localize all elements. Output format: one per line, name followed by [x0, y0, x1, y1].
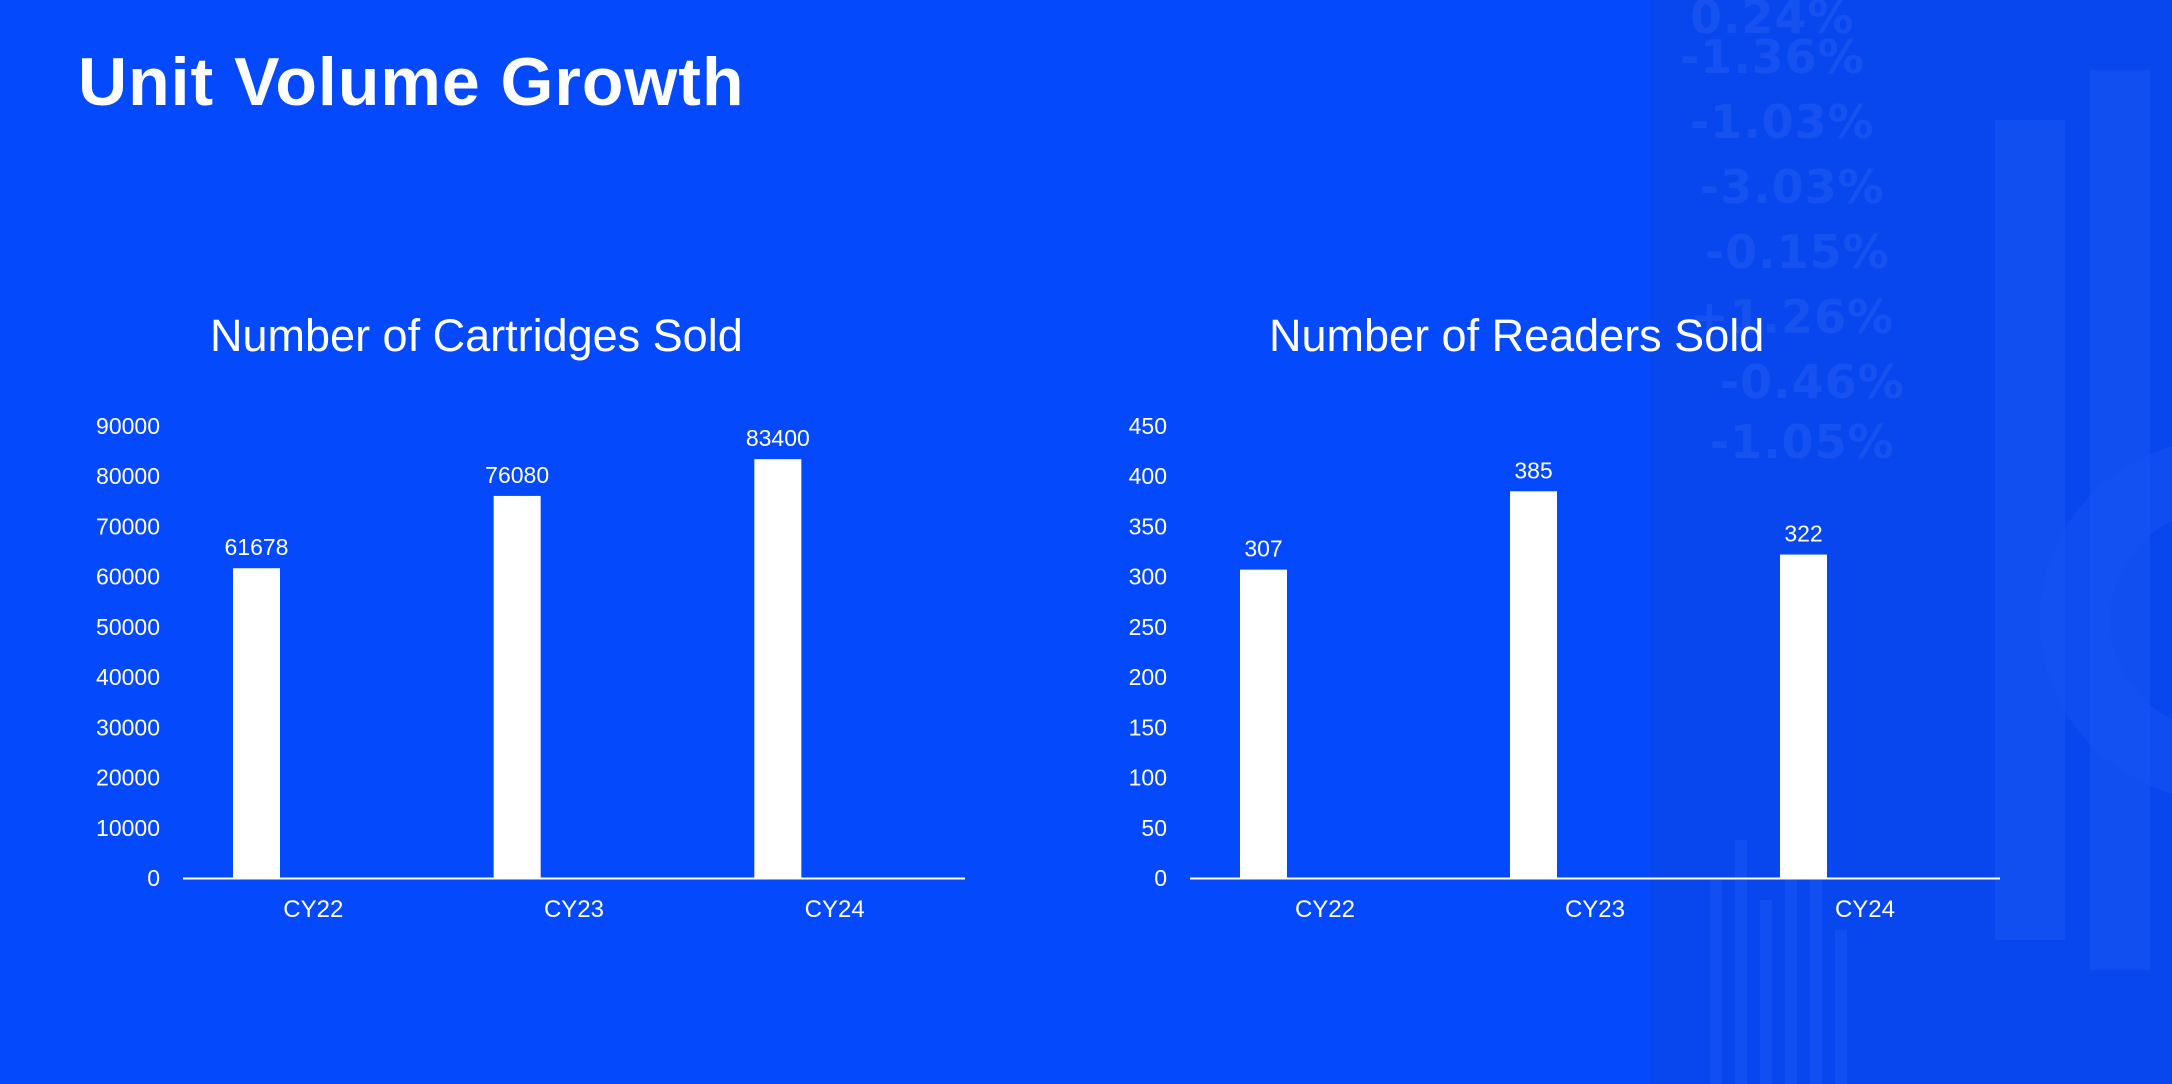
x-tick-label: CY24 [805, 896, 865, 923]
bar-cy24 [754, 459, 802, 878]
data-label: 322 [1784, 521, 1822, 547]
y-tick-label: 50000 [96, 614, 160, 640]
y-tick-label: 250 [1129, 614, 1167, 640]
bar-cy22 [1240, 569, 1287, 878]
y-tick-label: 350 [1129, 513, 1167, 539]
page-title: Unit Volume Growth [78, 44, 745, 120]
y-tick-label: 400 [1129, 463, 1167, 489]
y-tick-label: 40000 [96, 664, 160, 690]
y-tick-label: 0 [1154, 865, 1167, 891]
y-tick-label: 20000 [96, 765, 160, 791]
readers-bar-chart: 0 50 100 150 200 250 300 350 400 450 307 CY22 385 CY2… [1129, 413, 2000, 923]
y-tick-label: 70000 [96, 513, 160, 539]
chart-readers-sold: Number of Readers Sold 0 50 100 150 200 250 30… [1000, 310, 2050, 950]
x-tick-label: CY22 [1295, 896, 1355, 923]
y-tick-label: 60000 [96, 564, 160, 590]
y-tick-label: 150 [1129, 714, 1167, 740]
data-label: 83400 [746, 425, 810, 451]
background-finance-image: 0.24% -1.36% -1.03% -3.03% -0.15% +1.26%… [1650, 0, 2172, 1084]
data-label: 307 [1244, 536, 1282, 562]
x-tick-label: CY24 [1835, 896, 1895, 923]
y-tick-label: 100 [1129, 765, 1167, 791]
data-label: 385 [1514, 457, 1552, 483]
y-tick-label: 450 [1129, 413, 1167, 439]
bar-cy22 [233, 568, 280, 878]
x-tick-label: CY23 [1565, 896, 1625, 923]
bar-cy23 [1510, 491, 1557, 878]
y-tick-label: 80000 [96, 463, 160, 489]
y-tick-label: 10000 [96, 815, 160, 841]
y-tick-label: 300 [1129, 564, 1167, 590]
chart-title: Number of Readers Sold [1269, 310, 1765, 361]
y-tick-label: 200 [1129, 664, 1167, 690]
y-tick-label: 0 [147, 865, 160, 891]
x-tick-label: CY23 [544, 896, 604, 923]
y-tick-label: 50 [1141, 815, 1167, 841]
x-tick-label: CY22 [283, 896, 343, 923]
bar-cy24 [1780, 554, 1827, 878]
chart-title: Number of Cartridges Sold [210, 310, 743, 361]
y-tick-label: 90000 [96, 413, 160, 439]
y-tick-label: 30000 [96, 714, 160, 740]
chart-cartridges-sold: Number of Cartridges Sold 0 10000 20000 300… [0, 310, 1000, 950]
bar-cy23 [493, 495, 541, 878]
data-label: 76080 [485, 462, 549, 488]
data-label: 61678 [225, 534, 289, 560]
cartridges-bar-chart: 0 10000 20000 30000 40000 50000 60000 70000 8000… [96, 413, 965, 923]
